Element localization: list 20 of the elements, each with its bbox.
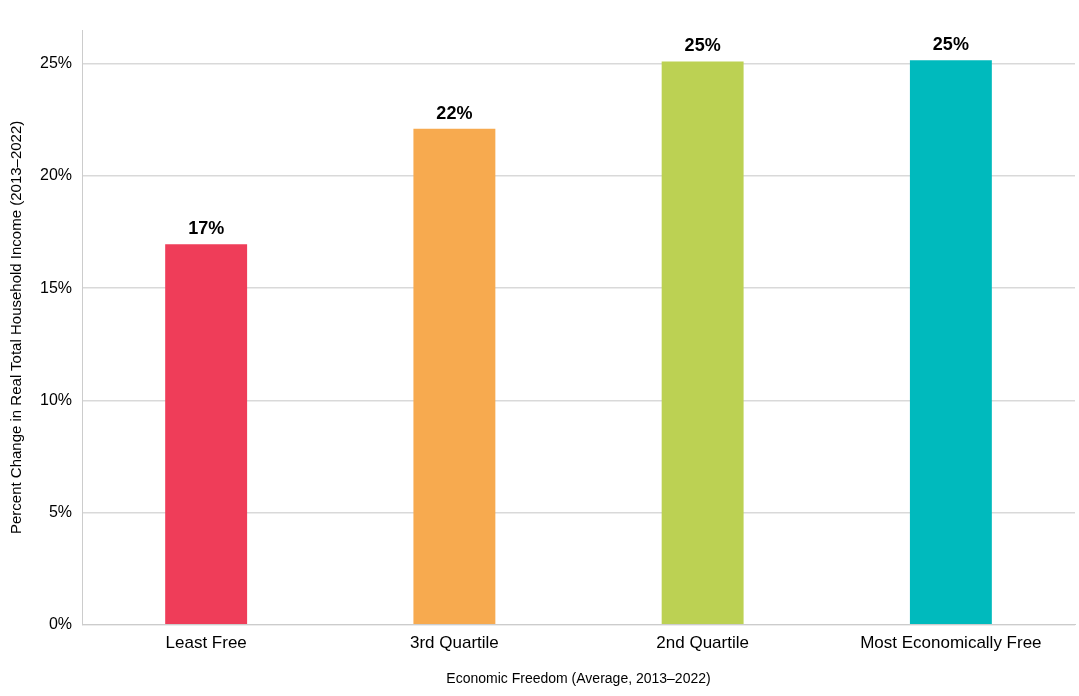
x-axis-title: Economic Freedom (Average, 2013–2022) <box>446 670 711 687</box>
x-tick-label: Least Free <box>165 632 247 652</box>
y-tick-label: 15% <box>39 278 73 296</box>
data-label: 22% <box>436 102 473 123</box>
bar <box>661 61 744 625</box>
data-label: 25% <box>684 35 721 56</box>
data-label: 17% <box>188 218 225 239</box>
y-tick-label: 10% <box>39 390 73 408</box>
y-axis-title: Percent Change in Real Total Household Income (2013–2022) <box>7 120 25 535</box>
y-tick-label: 20% <box>39 166 73 184</box>
bar <box>909 60 992 625</box>
bar <box>165 244 248 625</box>
y-tick-label: 5% <box>48 502 73 520</box>
data-label: 25% <box>932 34 969 55</box>
x-tick-label: 3rd Quartile <box>409 632 499 652</box>
y-tick-label: 25% <box>39 54 73 72</box>
bar <box>413 128 496 625</box>
x-tick-label: Most Economically Free <box>860 632 1042 652</box>
x-tick-label: 2nd Quartile <box>656 632 749 652</box>
y-tick-label: 0% <box>48 615 73 633</box>
